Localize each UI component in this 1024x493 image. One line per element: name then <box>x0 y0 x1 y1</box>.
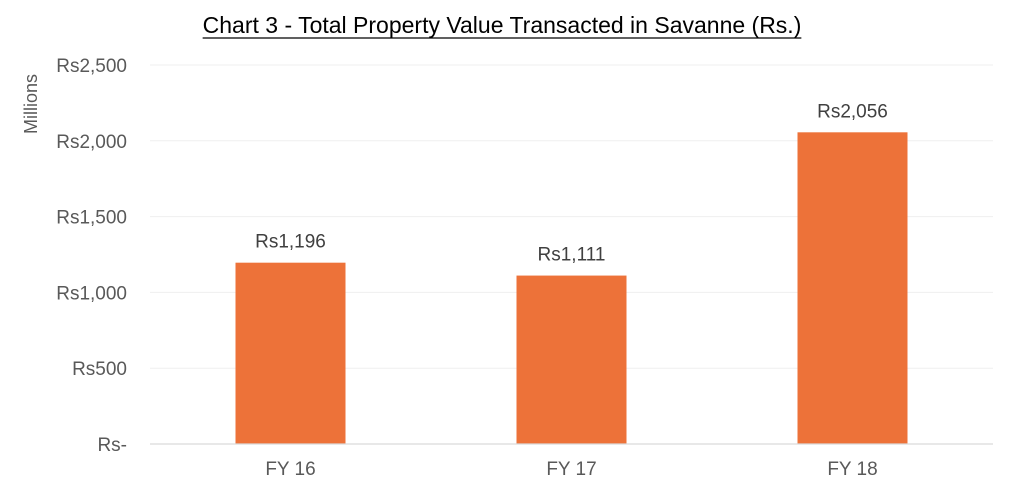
bar <box>797 132 908 444</box>
bar <box>516 275 627 444</box>
chart-title: Chart 3 - Total Property Value Transacte… <box>203 12 802 38</box>
y-axis-title: Millions <box>21 74 41 134</box>
data-label: Rs1,196 <box>255 232 326 253</box>
y-axis-ticks: Rs- Rs500 Rs1,000 Rs1,500 Rs2,000 Rs2,500 <box>56 56 127 456</box>
x-tick-label: FY 18 <box>827 459 877 480</box>
y-tick-label: Rs2,500 <box>56 56 127 77</box>
x-tick-label: FY 17 <box>546 459 596 480</box>
x-axis-ticks: FY 16 FY 17 FY 18 <box>265 459 877 480</box>
y-tick-label: Rs1,000 <box>56 283 127 304</box>
bars <box>235 132 908 444</box>
bar <box>235 262 346 444</box>
data-labels: Rs1,196 Rs1,111 Rs2,056 <box>255 101 888 265</box>
y-tick-label: Rs2,000 <box>56 132 127 153</box>
data-label: Rs1,111 <box>538 245 606 266</box>
data-label: Rs2,056 <box>817 101 888 122</box>
y-tick-label: Rs1,500 <box>56 208 127 229</box>
x-tick-label: FY 16 <box>265 459 315 480</box>
y-tick-label: Rs500 <box>72 359 127 380</box>
y-tick-label: Rs- <box>97 435 127 456</box>
